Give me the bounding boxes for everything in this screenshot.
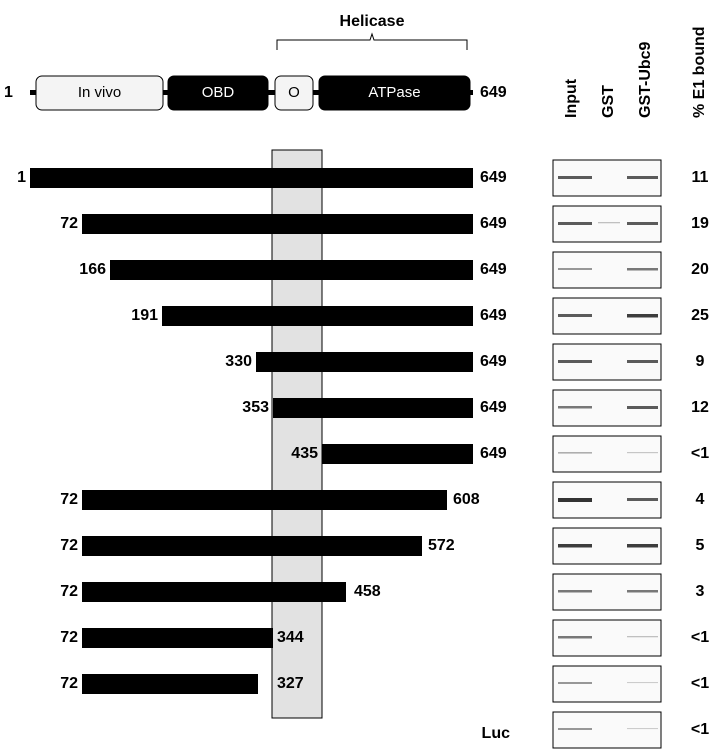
construct-bar bbox=[322, 444, 473, 464]
construct-bar bbox=[110, 260, 473, 280]
construct-bar bbox=[273, 398, 473, 418]
construct-end: 649 bbox=[480, 215, 507, 232]
construct-bar bbox=[256, 352, 473, 372]
gel-band bbox=[627, 728, 658, 729]
gel-band bbox=[558, 682, 592, 684]
construct-start: 191 bbox=[131, 307, 158, 324]
gel-band bbox=[558, 406, 592, 409]
construct-bar bbox=[82, 490, 447, 510]
construct-end: 649 bbox=[480, 445, 507, 462]
construct-start: 72 bbox=[60, 215, 78, 232]
control-label: Luc bbox=[482, 725, 511, 742]
construct-end: 649 bbox=[480, 399, 507, 416]
construct-start: 72 bbox=[60, 629, 78, 646]
construct-bar bbox=[82, 628, 273, 648]
gel-band bbox=[627, 590, 658, 593]
gel-band bbox=[558, 728, 592, 730]
percent-bound: 19 bbox=[691, 215, 709, 232]
construct-start: 435 bbox=[291, 445, 318, 462]
construct-end: 608 bbox=[453, 491, 480, 508]
percent-bound: <1 bbox=[691, 629, 709, 646]
construct-bar bbox=[82, 674, 258, 694]
construct-bar bbox=[162, 306, 473, 326]
gel-band bbox=[627, 406, 658, 409]
construct-end: 458 bbox=[354, 583, 381, 600]
gel-band bbox=[627, 268, 658, 271]
percent-bound: 12 bbox=[691, 399, 709, 416]
construct-start: 330 bbox=[225, 353, 252, 370]
gel-band bbox=[558, 176, 592, 179]
gel-band bbox=[558, 452, 592, 454]
percent-bound: 9 bbox=[696, 353, 705, 370]
gel-band bbox=[558, 222, 592, 225]
gel-band bbox=[558, 268, 592, 270]
column-header: % E1 bound bbox=[691, 26, 708, 118]
gel-band bbox=[558, 360, 592, 363]
map-end: 649 bbox=[480, 84, 507, 101]
construct-start: 353 bbox=[242, 399, 269, 416]
construct-start: 72 bbox=[60, 675, 78, 692]
figure: Helicase 1 649 % E1 bound In vivo OBD O ATP… bbox=[0, 0, 713, 749]
construct-start: 1 bbox=[17, 169, 26, 186]
gel-band bbox=[627, 360, 658, 363]
map-start: 1 bbox=[4, 84, 13, 101]
gel-band bbox=[558, 498, 592, 502]
gel-band bbox=[558, 590, 592, 593]
gel-band bbox=[627, 452, 658, 453]
construct-bar bbox=[82, 214, 473, 234]
construct-end: 572 bbox=[428, 537, 455, 554]
gel-band bbox=[627, 498, 658, 501]
gel-band bbox=[627, 314, 658, 318]
percent-bound: 4 bbox=[696, 491, 705, 508]
lane-label: Input bbox=[563, 78, 580, 118]
construct-start: 72 bbox=[60, 583, 78, 600]
domain-label: In vivo bbox=[78, 84, 121, 101]
percent-bound: 11 bbox=[692, 169, 709, 186]
gel-band bbox=[627, 682, 658, 683]
lane-label: GST-Ubc9 bbox=[637, 41, 654, 118]
construct-start: 72 bbox=[60, 537, 78, 554]
construct-bar bbox=[82, 582, 346, 602]
region-label: Helicase bbox=[340, 13, 405, 30]
lane-label: GST bbox=[600, 85, 617, 118]
percent-bound: <1 bbox=[691, 721, 709, 738]
percent-bound: <1 bbox=[691, 445, 709, 462]
construct-end: 649 bbox=[480, 307, 507, 324]
bracket bbox=[277, 34, 467, 50]
construct-end: 649 bbox=[480, 353, 507, 370]
domain-label: ATPase bbox=[368, 84, 420, 101]
gel-band bbox=[558, 636, 592, 639]
gel-band bbox=[558, 314, 592, 317]
percent-bound: 20 bbox=[691, 261, 709, 278]
percent-bound: 25 bbox=[691, 307, 709, 324]
construct-start: 72 bbox=[60, 491, 78, 508]
gel-panel bbox=[553, 436, 661, 472]
gel-band bbox=[627, 176, 658, 179]
percent-bound: 5 bbox=[696, 537, 705, 554]
domain-label: OBD bbox=[202, 84, 235, 101]
gel-band bbox=[558, 544, 592, 548]
domain-label: O bbox=[288, 84, 300, 101]
construct-end: 649 bbox=[480, 261, 507, 278]
construct-start: 166 bbox=[79, 261, 106, 278]
gel-band bbox=[627, 544, 658, 548]
construct-bar bbox=[30, 168, 473, 188]
gel-band bbox=[627, 636, 658, 637]
construct-end: 649 bbox=[480, 169, 507, 186]
gel-band bbox=[627, 222, 658, 225]
percent-bound: <1 bbox=[691, 675, 709, 692]
gel-band bbox=[598, 222, 620, 223]
construct-end: 344 bbox=[277, 629, 304, 646]
construct-bar bbox=[82, 536, 422, 556]
construct-end: 327 bbox=[277, 675, 304, 692]
percent-bound: 3 bbox=[696, 583, 705, 600]
